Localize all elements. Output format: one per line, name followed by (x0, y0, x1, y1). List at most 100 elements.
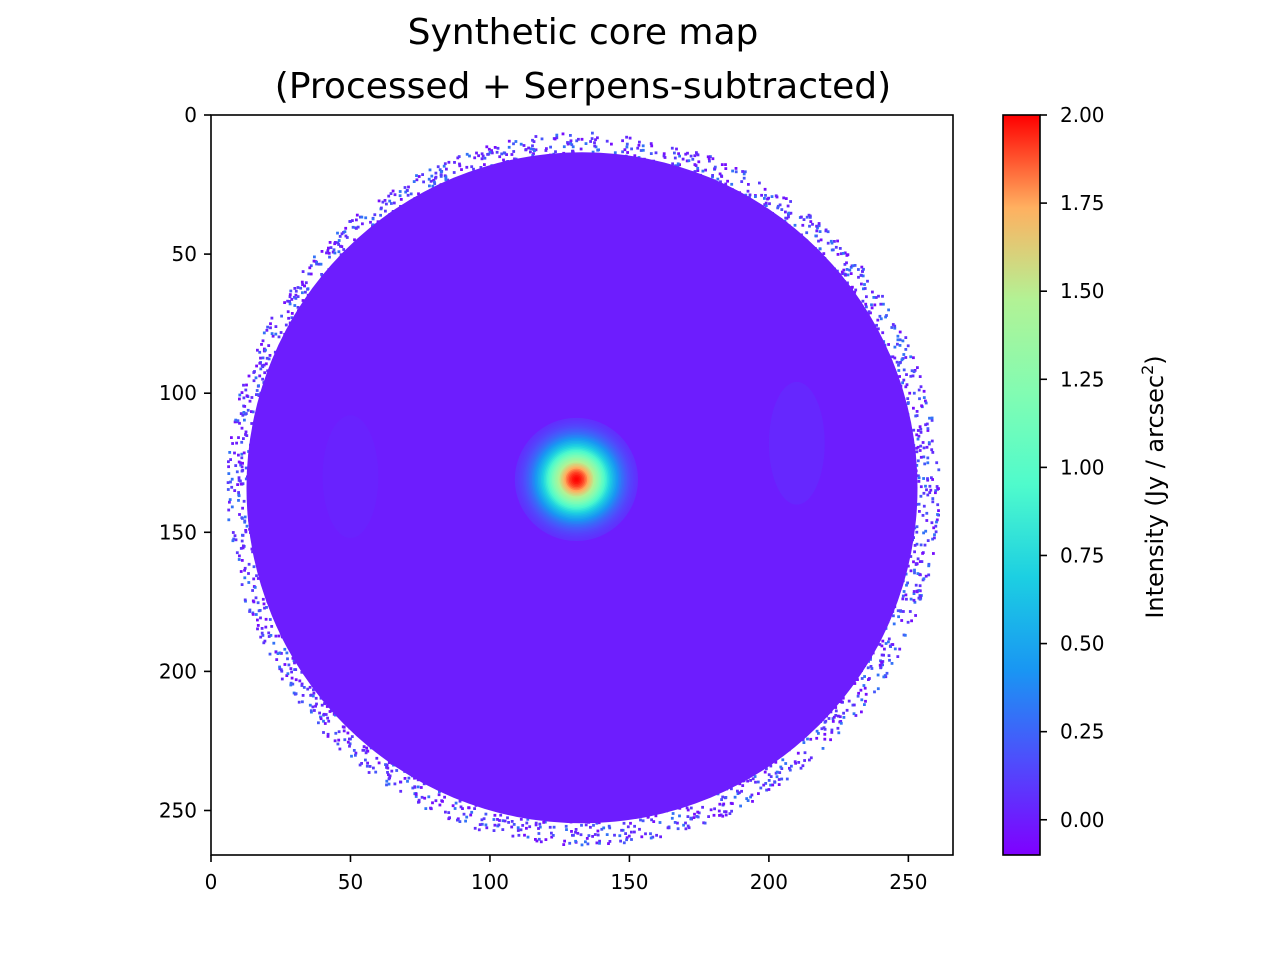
edge-noise-pixel (269, 634, 273, 637)
edge-noise-pixel (909, 374, 913, 378)
edge-noise-pixel (579, 833, 583, 837)
edge-noise-pixel (862, 287, 865, 291)
edge-noise-pixel (296, 306, 300, 309)
edge-noise-pixel (724, 167, 728, 170)
edge-noise-pixel (717, 809, 721, 813)
edge-noise-pixel (818, 247, 822, 251)
edge-noise-pixel (831, 248, 835, 252)
edge-noise-pixel (815, 229, 819, 233)
edge-noise-pixel (931, 497, 935, 500)
edge-noise-pixel (765, 767, 768, 771)
edge-noise-pixel (419, 786, 423, 789)
edge-noise-pixel (529, 150, 532, 154)
edge-noise-pixel (917, 388, 921, 392)
edge-noise-pixel (286, 310, 290, 314)
edge-noise-pixel (256, 601, 260, 605)
edge-noise-pixel (863, 287, 867, 290)
edge-noise-pixel (550, 835, 554, 839)
edge-noise-pixel (434, 171, 438, 175)
edge-noise-pixel (470, 810, 474, 814)
edge-noise-pixel (337, 243, 340, 246)
edge-noise-pixel (774, 760, 778, 764)
edge-noise-pixel (676, 164, 680, 168)
edge-noise-pixel (458, 164, 462, 168)
edge-noise-pixel (407, 776, 411, 780)
edge-noise-pixel (485, 145, 489, 149)
edge-noise-pixel (591, 835, 594, 838)
faint-feature (322, 415, 379, 539)
edge-noise-pixel (417, 800, 421, 804)
edge-noise-pixel (327, 719, 331, 723)
edge-noise-pixel (924, 574, 928, 578)
edge-noise-pixel (759, 786, 763, 790)
colorbar-tick-label: 1.50 (1060, 279, 1105, 303)
edge-noise-pixel (571, 145, 575, 149)
edge-noise-pixel (427, 795, 431, 799)
edge-noise-pixel (278, 667, 282, 671)
edge-noise-pixel (328, 255, 331, 259)
edge-noise-pixel (624, 832, 627, 835)
edge-noise-pixel (524, 148, 528, 152)
edge-noise-pixel (787, 211, 791, 215)
edge-noise-pixel (817, 239, 820, 243)
edge-noise-pixel (343, 738, 347, 742)
edge-noise-pixel (510, 820, 514, 823)
edge-noise-pixel (549, 145, 552, 149)
edge-noise-pixel (589, 140, 592, 143)
edge-noise-pixel (233, 534, 237, 538)
edge-noise-pixel (926, 427, 930, 430)
edge-noise-pixel (821, 747, 825, 750)
edge-noise-pixel (740, 180, 744, 183)
edge-noise-pixel (709, 155, 712, 158)
edge-noise-pixel (262, 602, 266, 606)
edge-noise-pixel (628, 136, 632, 140)
edge-noise-pixel (562, 843, 566, 846)
edge-noise-pixel (686, 824, 690, 828)
edge-noise-pixel (244, 529, 248, 532)
edge-noise-pixel (775, 775, 779, 779)
edge-noise-pixel (718, 172, 722, 176)
edge-noise-pixel (519, 828, 523, 832)
edge-noise-pixel (805, 215, 809, 219)
edge-noise-pixel (909, 569, 913, 573)
edge-noise-pixel (288, 300, 291, 303)
edge-noise-pixel (320, 703, 324, 707)
edge-noise-pixel (422, 180, 425, 184)
edge-noise-pixel (492, 829, 496, 832)
edge-noise-pixel (371, 217, 375, 221)
edge-noise-pixel (354, 751, 358, 755)
edge-noise-pixel (824, 719, 828, 723)
edge-noise-pixel (893, 356, 897, 360)
edge-noise-pixel (932, 552, 935, 555)
edge-noise-pixel (292, 659, 296, 663)
edge-noise-pixel (754, 195, 757, 198)
edge-noise-pixel (924, 529, 928, 533)
edge-noise-pixel (387, 777, 391, 781)
edge-noise-pixel (387, 761, 391, 764)
edge-noise-pixel (607, 824, 611, 828)
edge-noise-pixel (384, 763, 387, 766)
edge-noise-pixel (242, 544, 245, 548)
y-tick-label: 100 (159, 381, 197, 405)
edge-noise-pixel (673, 821, 677, 824)
edge-noise-pixel (863, 686, 867, 690)
edge-noise-pixel (627, 834, 631, 838)
edge-noise-pixel (863, 675, 866, 678)
edge-noise-pixel (711, 175, 714, 179)
edge-noise-pixel (863, 703, 866, 706)
edge-noise-pixel (496, 146, 500, 150)
edge-noise-pixel (497, 823, 501, 827)
edge-noise-pixel (337, 250, 341, 254)
edge-noise-pixel (776, 204, 780, 208)
edge-noise-pixel (521, 824, 525, 827)
edge-noise-pixel (926, 539, 930, 542)
edge-noise-pixel (922, 389, 926, 393)
edge-noise-pixel (622, 821, 626, 825)
edge-noise-pixel (917, 434, 921, 438)
edge-noise-pixel (239, 463, 243, 467)
edge-noise-pixel (890, 662, 894, 665)
edge-noise-pixel (845, 268, 849, 271)
edge-noise-pixel (323, 722, 327, 725)
edge-noise-pixel (771, 783, 775, 787)
edge-noise-pixel (257, 393, 260, 396)
